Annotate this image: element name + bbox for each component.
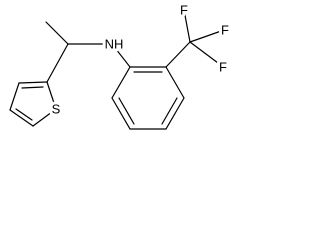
- bond: [111, 43, 131, 68]
- bond: [189, 29, 225, 43]
- atom-label: S: [52, 102, 61, 117]
- bond: [9, 82, 20, 111]
- bond: [183, 9, 191, 43]
- bond: [165, 97, 185, 130]
- molecule-diagram: S NH F F F: [9, 0, 232, 130]
- bond: [46, 81, 57, 110]
- double-bond: [15, 108, 33, 121]
- bond: [18, 81, 48, 84]
- bond: [45, 21, 69, 45]
- atom-label: NH: [105, 37, 124, 52]
- bond: [189, 41, 223, 67]
- atom-label: F: [221, 23, 229, 38]
- bond: [9, 109, 34, 127]
- bond: [111, 66, 131, 99]
- bond: [32, 108, 57, 127]
- bond: [165, 66, 185, 99]
- bond: [111, 97, 131, 130]
- bonds: [9, 9, 225, 130]
- atom-label: F: [180, 3, 188, 18]
- atom-labels: S NH F F F: [49, 0, 232, 120]
- bond: [46, 43, 69, 83]
- double-bond: [21, 86, 44, 89]
- bond: [165, 41, 191, 68]
- double-bond: [161, 97, 178, 125]
- atom-label: F: [219, 60, 227, 75]
- double-bond: [118, 97, 135, 125]
